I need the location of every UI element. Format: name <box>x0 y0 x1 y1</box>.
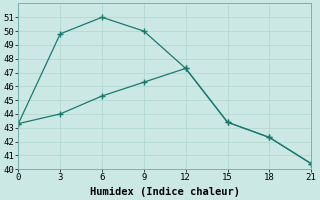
X-axis label: Humidex (Indice chaleur): Humidex (Indice chaleur) <box>90 186 240 197</box>
